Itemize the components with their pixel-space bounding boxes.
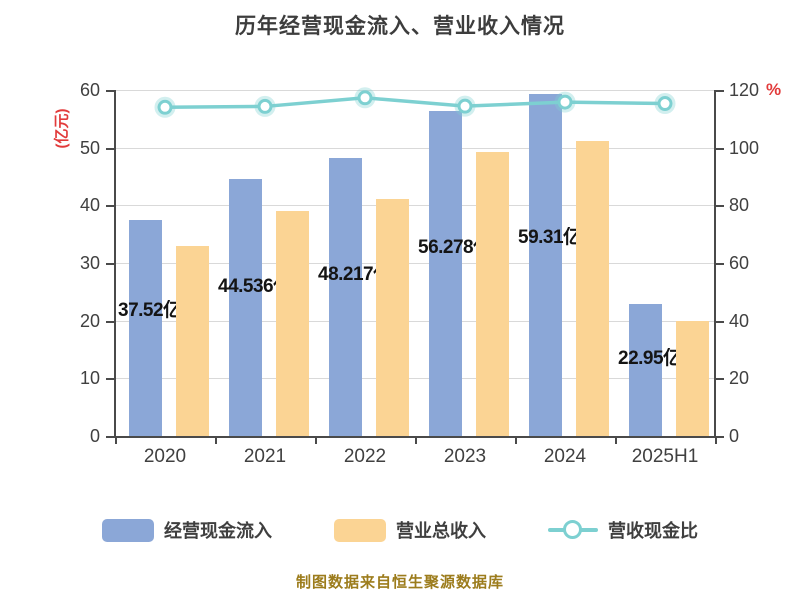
left-axis-tick-label: 50 xyxy=(79,137,100,158)
line-marker-icon[interactable] xyxy=(157,99,173,115)
legend-label-total-revenue: 营业总收入 xyxy=(396,521,486,541)
right-axis-tick xyxy=(716,90,724,92)
right-axis-unit-label: % xyxy=(766,80,782,99)
data-source-footer: 制图数据来自恒生聚源数据库 xyxy=(295,574,504,591)
right-axis-tick xyxy=(716,378,724,381)
left-axis-tick-label: 0 xyxy=(89,426,100,446)
line-marker-icon xyxy=(548,518,598,542)
bar-total-revenue[interactable] xyxy=(276,211,309,436)
line-marker-icon[interactable] xyxy=(357,90,373,106)
h-gridline xyxy=(115,90,715,91)
right-axis-tick-label: 40 xyxy=(729,310,750,331)
left-axis-tick xyxy=(106,436,114,438)
bar-cash-inflow[interactable] xyxy=(429,111,462,436)
bottom-axis-tick xyxy=(115,438,117,444)
line-marker-halo-icon xyxy=(354,87,376,109)
x-axis-category-label: 2023 xyxy=(443,446,487,467)
bar-value-label: 56.278亿 xyxy=(418,237,476,258)
left-axis-tick-label: 20 xyxy=(79,310,100,331)
bar-cash-inflow[interactable] xyxy=(529,93,562,436)
bar-value-label: 37.52亿 xyxy=(118,300,176,321)
cash-inflow-swatch-icon xyxy=(102,518,154,542)
left-axis-tick xyxy=(106,147,114,150)
h-gridline xyxy=(115,320,715,322)
left-axis-line xyxy=(114,90,116,438)
h-gridline xyxy=(115,263,715,264)
line-marker-icon[interactable] xyxy=(657,96,673,112)
left-axis-tick-label: 10 xyxy=(79,368,100,389)
left-axis-tick xyxy=(106,263,114,265)
right-axis-line xyxy=(714,90,716,438)
h-gridline xyxy=(115,205,715,207)
legend-item-cash-inflow[interactable]: 经营现金流入 xyxy=(102,517,272,543)
x-axis-category-label: 2022 xyxy=(343,446,387,467)
line-marker-icon[interactable] xyxy=(257,98,273,114)
legend-label-cash-ratio: 营收现金比 xyxy=(608,521,698,541)
bar-cash-inflow[interactable] xyxy=(129,219,162,436)
left-axis-tick xyxy=(106,378,114,381)
bottom-axis-line xyxy=(114,436,716,438)
ratio-line-path xyxy=(163,96,667,110)
chart-legend: 经营现金流入 营业总收入 营收现金比 xyxy=(0,510,800,550)
bar-value-label: 22.95亿 xyxy=(618,348,676,369)
right-axis-tick xyxy=(716,320,724,323)
left-axis-tick xyxy=(106,320,114,323)
bar-total-revenue[interactable] xyxy=(676,321,709,436)
bottom-axis-tick xyxy=(615,438,617,444)
right-axis-tick xyxy=(716,147,724,150)
line-marker-halo-icon xyxy=(654,93,676,115)
bar-total-revenue[interactable] xyxy=(576,140,609,436)
x-axis-category-label: 2025H1 xyxy=(631,446,699,467)
right-axis-tick xyxy=(716,205,724,208)
bar-value-label: 59.31亿 xyxy=(518,227,576,248)
right-axis-tick-label: 100 xyxy=(729,137,760,158)
bottom-axis-tick xyxy=(315,438,317,444)
line-marker-halo-icon xyxy=(154,96,176,118)
line-marker-icon[interactable] xyxy=(457,98,473,114)
x-axis-category-label: 2020 xyxy=(143,446,187,467)
right-axis-tick-label: 60 xyxy=(729,253,750,273)
bar-value-label: 48.217亿 xyxy=(318,264,376,285)
right-axis-tick xyxy=(716,436,724,438)
right-axis-tick-label: 0 xyxy=(729,426,740,446)
h-gridline xyxy=(115,378,715,380)
x-axis-category-label: 2021 xyxy=(243,446,287,467)
bar-total-revenue[interactable] xyxy=(376,198,409,436)
left-axis-tick xyxy=(106,90,114,92)
bottom-axis-tick xyxy=(215,438,217,444)
x-axis-category-label: 2024 xyxy=(543,446,587,467)
total-revenue-swatch-icon xyxy=(334,518,386,542)
bar-total-revenue[interactable] xyxy=(176,246,209,436)
legend-label-cash-inflow: 经营现金流入 xyxy=(164,521,272,541)
left-axis-tick-label: 60 xyxy=(79,80,100,100)
left-axis-tick-label: 30 xyxy=(79,253,100,273)
bar-cash-inflow[interactable] xyxy=(229,179,262,436)
line-marker-halo-icon xyxy=(254,95,276,117)
bottom-axis-tick xyxy=(715,438,717,444)
left-axis-tick-label: 40 xyxy=(79,195,100,216)
bar-value-label: 44.536亿 xyxy=(218,276,276,297)
left-axis-tick xyxy=(106,205,114,208)
bottom-axis-tick xyxy=(415,438,417,444)
legend-item-cash-ratio[interactable]: 营收现金比 xyxy=(548,517,698,543)
bar-cash-inflow[interactable] xyxy=(629,303,662,436)
legend-item-total-revenue[interactable]: 营业总收入 xyxy=(334,517,486,543)
bar-cash-inflow[interactable] xyxy=(329,157,362,436)
right-axis-tick-label: 20 xyxy=(729,368,750,389)
right-axis-tick-label: 80 xyxy=(729,195,750,216)
bottom-axis-tick xyxy=(515,438,517,444)
chart-title: 历年经营现金流入、营业收入情况 xyxy=(235,15,565,38)
bar-total-revenue[interactable] xyxy=(476,152,509,436)
right-axis-tick-label: 120 xyxy=(729,80,760,100)
h-gridline xyxy=(115,147,715,149)
right-axis-tick xyxy=(716,263,724,265)
